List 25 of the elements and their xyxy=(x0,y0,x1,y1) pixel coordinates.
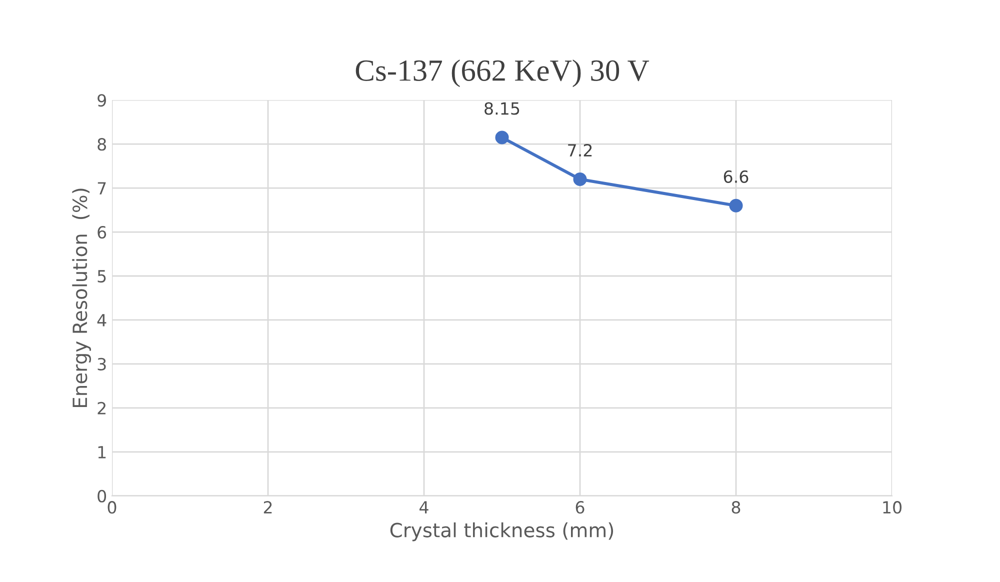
point xyxy=(495,130,509,144)
x-tick-label: 4 xyxy=(420,501,428,514)
x-tick-label: 6 xyxy=(576,501,584,514)
y-axis-title: Energy Resolution (%) xyxy=(72,188,91,408)
y-tick-label: 7 xyxy=(98,182,106,194)
data-label: 8.15 xyxy=(484,102,520,115)
x-tick-label: 8 xyxy=(732,501,740,514)
y-tick-label: 3 xyxy=(98,358,106,371)
x-tick-label: 0 xyxy=(108,501,116,514)
x-tick-label: 10 xyxy=(883,501,902,514)
point xyxy=(573,172,587,186)
y-tick-label: 6 xyxy=(98,226,106,239)
y-tick-label: 9 xyxy=(98,94,106,107)
y-tick-label: 8 xyxy=(98,138,106,151)
y-tick-label: 4 xyxy=(97,314,106,326)
y-tick-label: 0 xyxy=(98,490,106,502)
x-axis-title: Crystal thickness (mm) xyxy=(390,522,614,542)
data-label: 6.6 xyxy=(724,170,748,183)
x-tick-label: 2 xyxy=(264,501,272,514)
y-tick-label: 1 xyxy=(98,446,106,458)
y-tick-label: 2 xyxy=(98,402,106,414)
y-tick-label: 5 xyxy=(98,270,106,283)
chart-title: Cs-137 (662 KeV) 30 V xyxy=(356,59,650,88)
data-label: 7.2 xyxy=(568,144,592,156)
point xyxy=(729,198,743,212)
